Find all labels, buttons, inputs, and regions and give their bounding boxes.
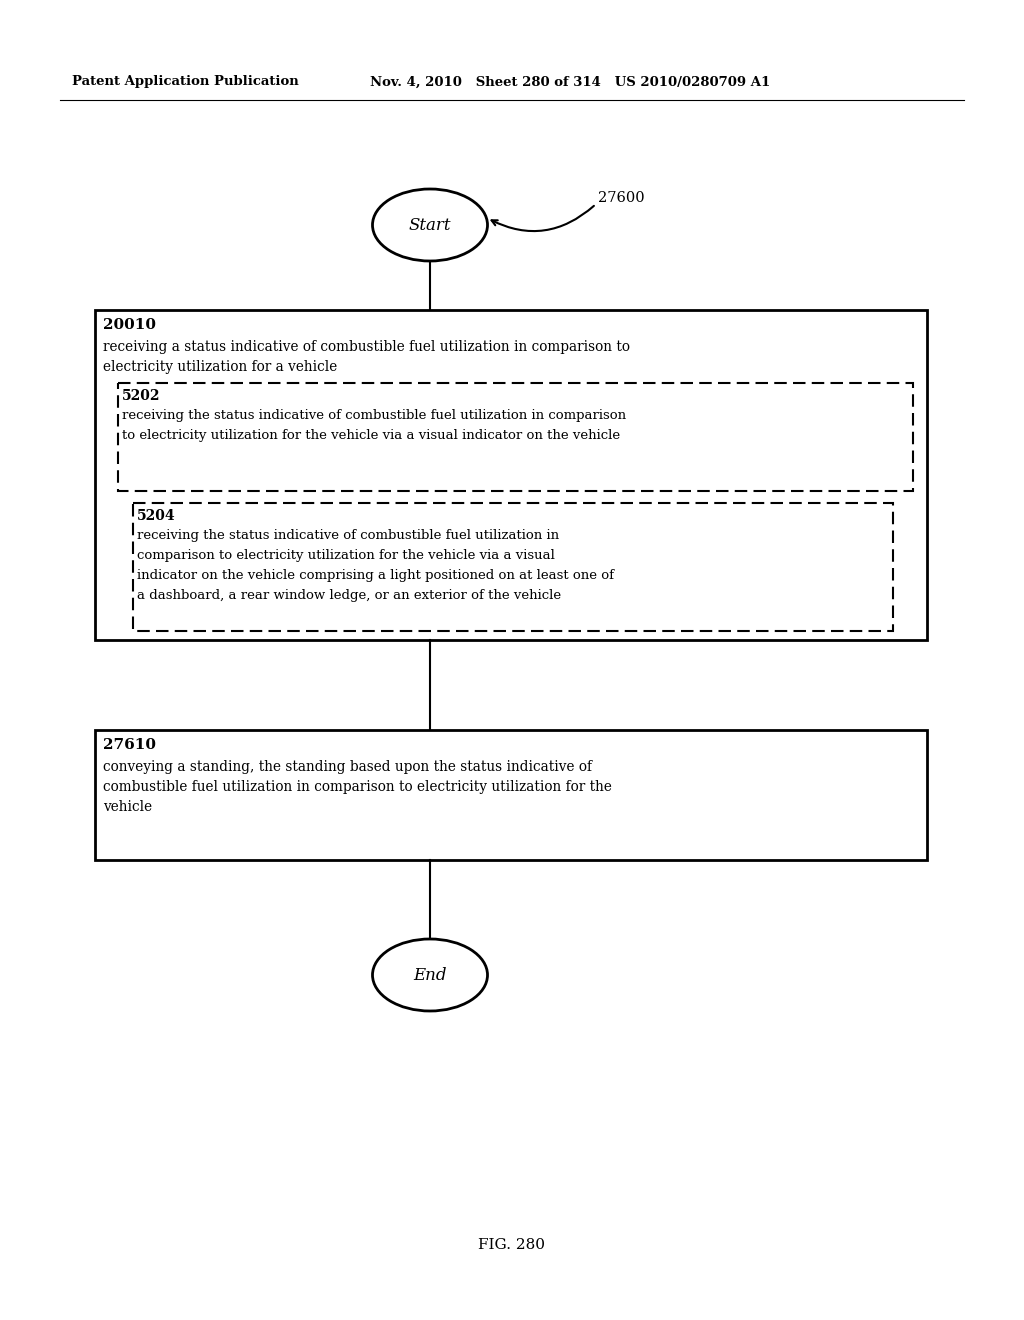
Text: End: End	[414, 966, 446, 983]
Bar	[133, 503, 893, 631]
Bar	[118, 383, 913, 491]
Ellipse shape	[373, 939, 487, 1011]
Text: 27600: 27600	[598, 191, 645, 205]
Text: 5204: 5204	[137, 510, 176, 523]
Text: receiving a status indicative of combustible fuel utilization in comparison to: receiving a status indicative of combust…	[103, 341, 630, 354]
Text: Patent Application Publication: Patent Application Publication	[72, 75, 299, 88]
Text: to electricity utilization for the vehicle via a visual indicator on the vehicle: to electricity utilization for the vehic…	[122, 429, 621, 442]
Text: Nov. 4, 2010   Sheet 280 of 314   US 2010/0280709 A1: Nov. 4, 2010 Sheet 280 of 314 US 2010/02…	[370, 75, 770, 88]
Text: Start: Start	[409, 216, 452, 234]
Text: 27610: 27610	[103, 738, 156, 752]
Text: a dashboard, a rear window ledge, or an exterior of the vehicle: a dashboard, a rear window ledge, or an …	[137, 589, 561, 602]
Bar	[95, 730, 927, 861]
Bar	[95, 310, 927, 640]
Text: 5202: 5202	[122, 389, 161, 403]
Text: comparison to electricity utilization for the vehicle via a visual: comparison to electricity utilization fo…	[137, 549, 555, 562]
Text: vehicle: vehicle	[103, 800, 153, 814]
Ellipse shape	[373, 189, 487, 261]
Text: receiving the status indicative of combustible fuel utilization in comparison: receiving the status indicative of combu…	[122, 409, 626, 422]
Text: 20010: 20010	[103, 318, 156, 333]
Text: indicator on the vehicle comprising a light positioned on at least one of: indicator on the vehicle comprising a li…	[137, 569, 614, 582]
Text: FIG. 280: FIG. 280	[478, 1238, 546, 1251]
Text: electricity utilization for a vehicle: electricity utilization for a vehicle	[103, 360, 337, 374]
Text: conveying a standing, the standing based upon the status indicative of: conveying a standing, the standing based…	[103, 760, 592, 774]
Text: receiving the status indicative of combustible fuel utilization in: receiving the status indicative of combu…	[137, 529, 559, 543]
Text: combustible fuel utilization in comparison to electricity utilization for the: combustible fuel utilization in comparis…	[103, 780, 612, 795]
